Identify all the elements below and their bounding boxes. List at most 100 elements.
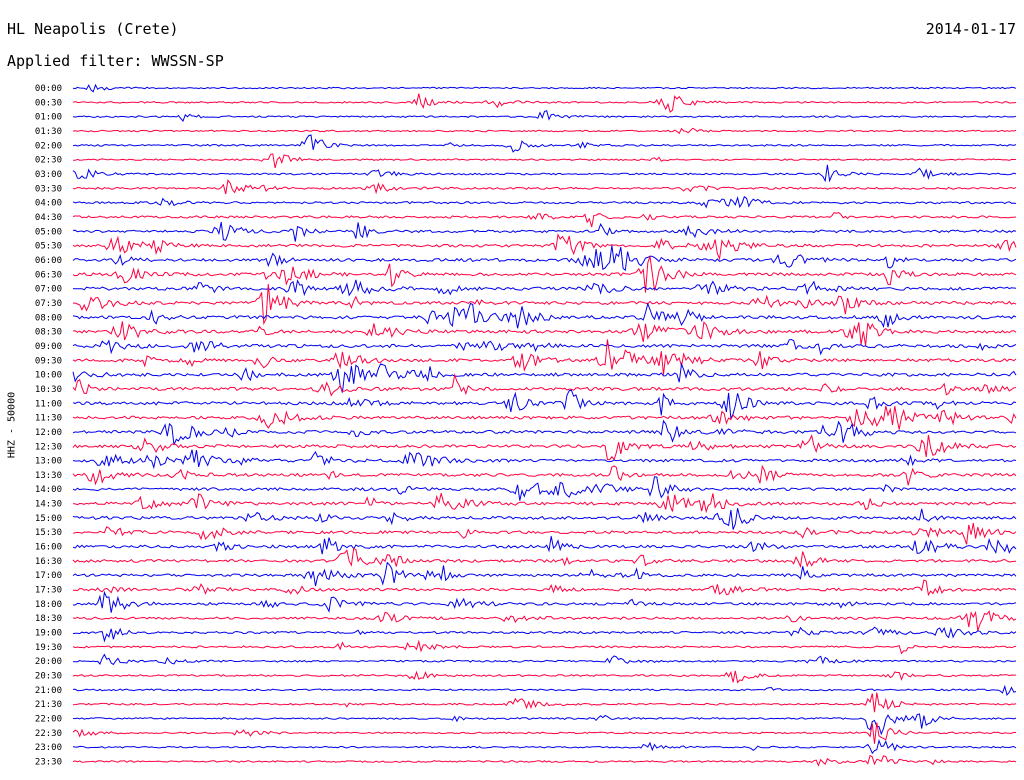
trace-row-0330: [72, 179, 1017, 195]
row-tick-label: 19:00: [35, 629, 62, 639]
row-tick-label: 10:30: [35, 385, 62, 395]
row-tick-label: 01:30: [35, 127, 62, 137]
row-tick-label: 01:00: [35, 113, 62, 123]
row-tick-label: 00:30: [35, 98, 62, 108]
row-tick-label: 10:00: [35, 371, 62, 381]
row-tick-label: 14:00: [35, 485, 62, 495]
trace-row-1900: [72, 626, 1017, 643]
trace-row-0700: [72, 279, 1017, 297]
trace-row-1400: [72, 476, 1017, 501]
row-tick-label: 15:30: [35, 528, 62, 538]
row-tick-label: 13:00: [35, 457, 62, 467]
trace-row-0200: [72, 134, 1017, 153]
trace-row-1000: [72, 362, 1017, 393]
row-tick-label: 12:00: [35, 428, 62, 438]
row-tick-label: 21:30: [35, 700, 62, 710]
trace-row-0030: [72, 93, 1017, 113]
row-tick-label: 16:00: [35, 543, 62, 553]
row-tick-label: 09:00: [35, 342, 62, 352]
row-tick-label: 09:30: [35, 356, 62, 366]
row-tick-label: 20:30: [35, 672, 62, 682]
row-tick-label: 04:00: [35, 199, 62, 209]
trace-row-1730: [73, 579, 1017, 597]
row-tick-label: 18:00: [35, 600, 62, 610]
station-title: HL Neapolis (Crete): [7, 20, 179, 38]
trace-row-0830: [72, 321, 1017, 346]
trace-row-2130: [72, 692, 1017, 713]
trace-row-0600: [72, 245, 1017, 272]
trace-row-0930: [72, 339, 1017, 375]
trace-row-1230: [72, 434, 1017, 461]
trace-row-1800: [73, 590, 1017, 613]
row-tick-label: 22:30: [35, 729, 62, 739]
trace-row-1130: [72, 405, 1017, 430]
trace-row-0400: [72, 195, 1017, 209]
row-tick-label: 05:00: [35, 227, 62, 237]
trace-row-1330: [72, 464, 1017, 486]
row-tick-label: 17:00: [35, 571, 62, 581]
row-tick-label: 21:00: [35, 686, 62, 696]
row-tick-label: 20:00: [35, 657, 62, 667]
trace-row-1930: [72, 639, 1017, 655]
row-tick-label: 07:30: [35, 299, 62, 309]
row-tick-label: 11:30: [35, 414, 62, 424]
trace-row-0900: [72, 338, 1017, 356]
trace-row-0230: [73, 153, 1017, 169]
trace-row-2230: [72, 722, 1017, 744]
row-tick-label: 23:30: [35, 758, 62, 768]
row-tick-label: 14:30: [35, 500, 62, 510]
row-tick-label: 07:00: [35, 285, 62, 295]
row-tick-label: 22:00: [35, 715, 62, 725]
row-tick-label: 17:30: [35, 586, 62, 596]
row-tick-label: 08:30: [35, 328, 62, 338]
trace-row-0530: [72, 233, 1017, 261]
trace-row-1700: [72, 561, 1017, 587]
trace-row-1830: [72, 610, 1017, 631]
row-tick-label: 03:00: [35, 170, 62, 180]
row-tick-label: 04:30: [35, 213, 62, 223]
trace-row-2330: [72, 754, 1017, 767]
trace-row-0800: [72, 302, 1017, 329]
row-tick-label: 05:30: [35, 242, 62, 252]
trace-row-0430: [72, 212, 1017, 228]
row-tick-label: 12:30: [35, 442, 62, 452]
row-tick-label: 02:00: [35, 141, 62, 151]
row-tick-label: 08:00: [35, 313, 62, 323]
row-tick-label: 13:30: [35, 471, 62, 481]
row-tick-label: 02:30: [35, 156, 62, 166]
trace-row-0130: [72, 127, 1017, 135]
trace-row-0630: [72, 256, 1017, 293]
trace-row-0100: [72, 110, 1017, 122]
row-tick-label: 16:30: [35, 557, 62, 567]
row-tick-label: 11:00: [35, 399, 62, 409]
trace-row-2100: [72, 684, 1017, 696]
trace-row-2200: [72, 713, 1017, 736]
trace-row-0300: [72, 164, 1017, 183]
row-tick-label: 03:30: [35, 184, 62, 194]
row-tick-label: 18:30: [35, 614, 62, 624]
trace-row-1100: [72, 389, 1017, 421]
filter-label: Applied filter: WWSSN-SP: [7, 52, 224, 70]
trace-row-2030: [72, 670, 1016, 684]
trace-row-1200: [72, 419, 1017, 446]
trace-row-0730: [73, 283, 1017, 326]
trace-row-2300: [72, 738, 1017, 755]
row-tick-label: 19:30: [35, 643, 62, 653]
trace-row-0000: [72, 83, 1017, 93]
trace-row-1500: [72, 508, 1017, 530]
trace-row-1530: [72, 523, 1017, 545]
trace-row-0500: [72, 222, 1017, 242]
row-tick-label: 00:00: [35, 84, 62, 94]
row-tick-label: 06:30: [35, 270, 62, 280]
trace-row-1030: [72, 373, 1017, 397]
row-tick-label: 15:00: [35, 514, 62, 524]
row-tick-label: 06:00: [35, 256, 62, 266]
trace-row-1430: [72, 493, 1017, 514]
trace-row-1600: [72, 536, 1017, 555]
row-tick-label: 23:00: [35, 743, 62, 753]
trace-row-1300: [72, 449, 1017, 470]
trace-row-2000: [72, 653, 1017, 666]
record-date: 2014-01-17: [925, 20, 1016, 38]
trace-row-1630: [72, 547, 1017, 569]
